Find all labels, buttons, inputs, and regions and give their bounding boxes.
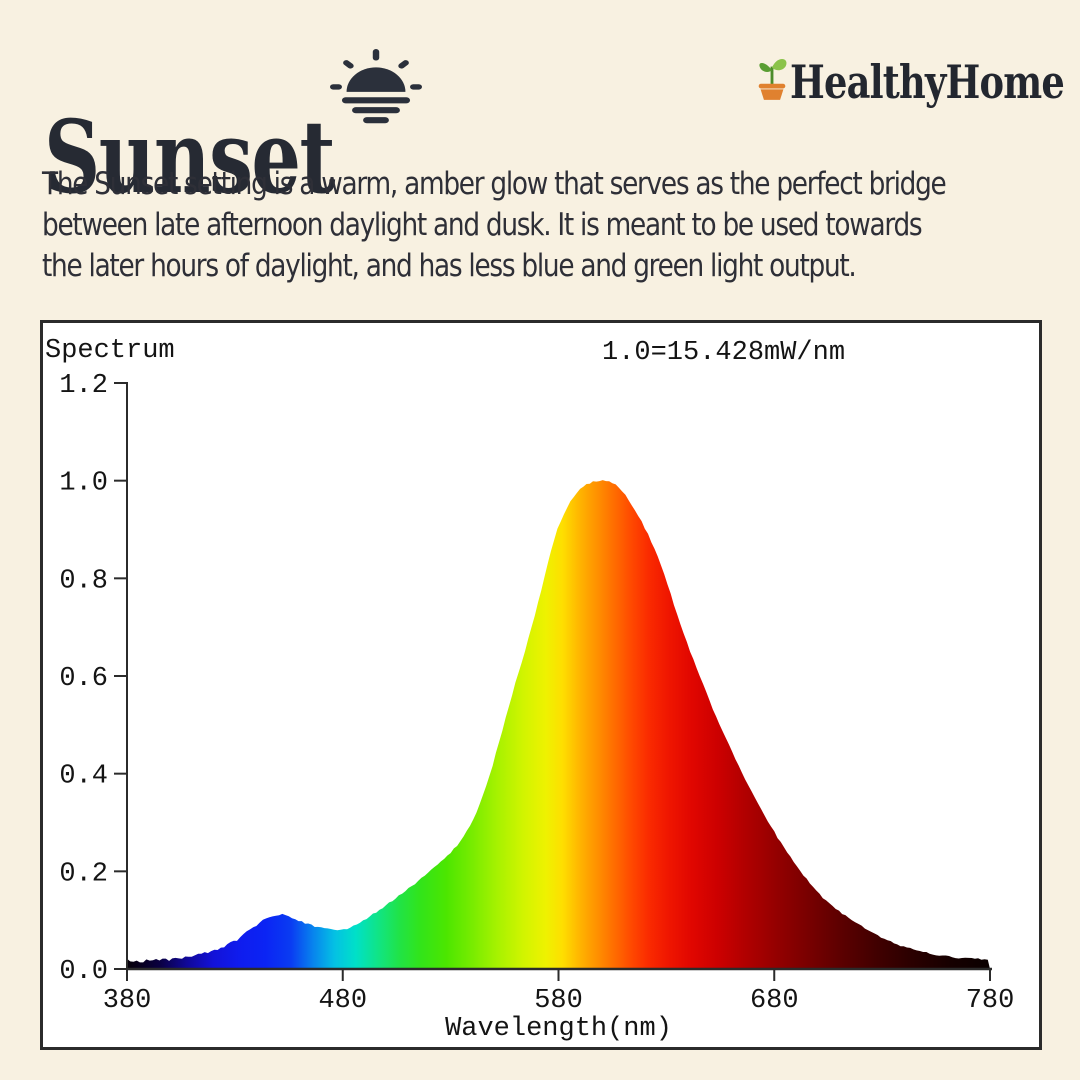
spectrum-chart: 0.0 0.2 0.4 0.6 0.8 1.0 1.2 380 480 580 680 780 Spec… <box>45 336 1015 1044</box>
plant-leaf-right <box>772 58 787 71</box>
y-tick-label: 0.2 <box>59 859 108 889</box>
brand-name: HealthyHome <box>790 55 1065 109</box>
sun-ray-left <box>343 60 354 69</box>
y-tick-label: 0.4 <box>59 762 108 792</box>
horizon-bar-2 <box>352 107 400 114</box>
sun-dash-right <box>410 84 422 90</box>
y-tick-label: 0.0 <box>59 957 108 987</box>
description: The Sunset setting is a warm, amber glow… <box>42 164 1062 287</box>
x-axis-label: Wavelength(nm) <box>445 1014 672 1044</box>
horizon-bar-3 <box>363 117 389 124</box>
pot-rim <box>758 83 786 89</box>
plant-leaf-left <box>759 63 772 72</box>
sun-ray-right <box>398 60 409 69</box>
x-tick-label: 380 <box>103 986 152 1016</box>
sun-semicircle <box>346 67 406 92</box>
description-line-1: The Sunset setting is a warm, amber glow… <box>42 166 947 202</box>
chart-title: Spectrum <box>45 336 175 366</box>
x-tick-label: 480 <box>318 986 367 1016</box>
horizon-bar-1 <box>341 97 411 104</box>
spectrum-chart-panel: 0.0 0.2 0.4 0.6 0.8 1.0 1.2 380 480 580 680 780 Spec… <box>40 320 1042 1050</box>
y-tick-label: 0.6 <box>59 664 108 694</box>
y-tick-label: 1.2 <box>59 371 108 401</box>
spectrum-curve <box>127 480 990 969</box>
plant-icon <box>758 58 787 100</box>
sun-ray-top <box>372 49 380 61</box>
x-tick-label: 780 <box>966 986 1015 1016</box>
pot-body <box>760 89 784 100</box>
x-tick-label: 680 <box>750 986 799 1016</box>
sun-dash-left <box>330 84 342 90</box>
y-tick-label: 1.0 <box>59 469 108 499</box>
description-line-2: between late afternoon daylight and dusk… <box>42 207 923 243</box>
scale-note: 1.0=15.428mW/nm <box>602 338 845 368</box>
y-tick-label: 0.8 <box>59 566 108 596</box>
x-tick-label: 580 <box>534 986 583 1016</box>
page-title: Sunset <box>44 98 336 216</box>
description-line-3: the later hours of daylight, and has les… <box>42 248 857 284</box>
sunset-icon <box>330 49 422 124</box>
